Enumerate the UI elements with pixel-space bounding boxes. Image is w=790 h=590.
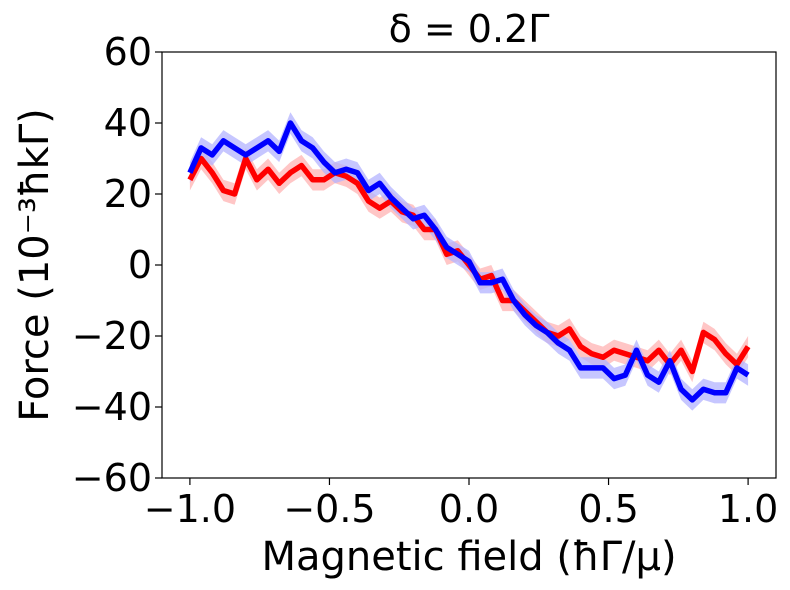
y-tick-label: −40 <box>72 385 152 429</box>
y-tick-label: 60 <box>104 30 152 74</box>
series-2-line <box>187 120 750 403</box>
x-tick-label: 0.0 <box>439 487 499 531</box>
x-axis-ticks: −1.0 −0.5 0.0 0.5 1.0 <box>144 478 778 531</box>
y-tick-label: 20 <box>104 172 152 216</box>
y-axis-label: Force (10⁻³ħkΓ) <box>12 108 58 421</box>
x-axis-label: Magnetic field (ħΓ/μ) <box>261 534 676 580</box>
chart-title: δ = 0.2Γ <box>389 7 550 51</box>
series-lines <box>187 120 751 403</box>
x-tick-label: 1.0 <box>718 487 778 531</box>
x-tick-label: 0.5 <box>578 487 638 531</box>
x-tick-label: −1.0 <box>144 487 236 531</box>
y-tick-label: −60 <box>72 456 152 500</box>
y-axis-ticks: −60 −40 −20 0 20 40 60 <box>72 30 162 500</box>
y-tick-label: −20 <box>72 314 152 358</box>
x-tick-label: −0.5 <box>283 487 375 531</box>
y-tick-label: 0 <box>128 243 152 287</box>
y-tick-label: 40 <box>104 101 152 145</box>
